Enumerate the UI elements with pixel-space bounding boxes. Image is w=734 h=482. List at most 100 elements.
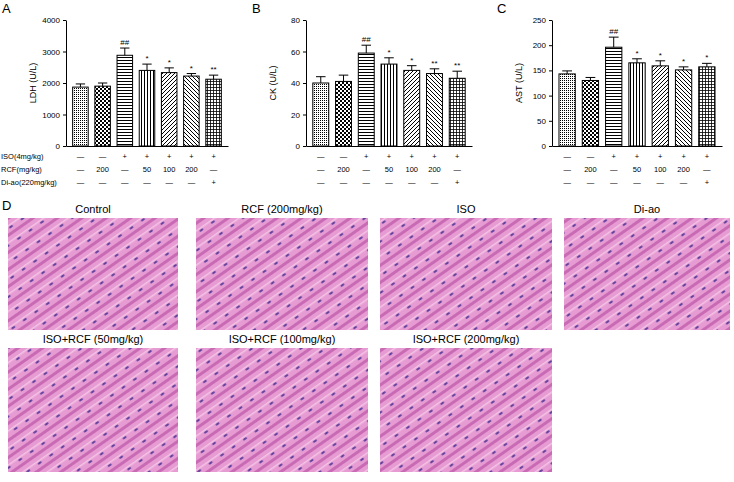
table-cell: + [455, 152, 460, 161]
table-cell: — [703, 165, 711, 174]
panel-label: D [2, 198, 11, 213]
error-cap [702, 63, 712, 64]
tick: 100 [533, 92, 552, 101]
error-cap [209, 75, 218, 76]
tick-mark [549, 96, 552, 97]
histology-panel: ControlRCF (200mg/kg)ISODi-aoISO+RCF (50… [8, 203, 730, 472]
tick-mark [303, 52, 306, 53]
error-stem [320, 77, 321, 83]
error-cap [655, 60, 665, 61]
error-cap [430, 68, 440, 69]
table-cell: 200 [584, 165, 597, 174]
table-cell: + [705, 152, 710, 161]
table-cell: — [143, 178, 151, 187]
bar [652, 66, 668, 146]
tick: 0 [56, 142, 66, 151]
error-stem [366, 45, 367, 53]
x-axis [553, 146, 723, 147]
y-axis-title: CK (U/L) [268, 65, 278, 100]
error-bar [562, 71, 572, 74]
significance: * [387, 48, 390, 57]
table-cell: — [431, 178, 439, 187]
y-axis: 0 1000 2000 3000 4000 [42, 16, 66, 151]
row-label: RCF(mg/kg) [1, 165, 42, 174]
bar [73, 87, 89, 146]
table-cell: — [633, 178, 641, 187]
table-cell: — [363, 178, 371, 187]
table-cell: 200 [185, 165, 198, 174]
error-stem [411, 66, 412, 71]
error-bar [407, 66, 417, 71]
significance: * [682, 57, 685, 66]
table-cell: 50 [143, 165, 151, 174]
histology-image [380, 218, 552, 330]
chart: ##****050100150200250AST (U/L)——+++++—20… [514, 16, 723, 187]
tick: 80 [291, 16, 306, 25]
error-stem [213, 75, 214, 79]
error-cap [316, 76, 326, 77]
tick: 3000 [42, 48, 66, 57]
plot-area [313, 45, 465, 146]
bar [699, 67, 715, 146]
axis-line [306, 21, 307, 147]
tick-mark [549, 20, 552, 21]
table-cell: — [340, 178, 348, 187]
error-bar [586, 77, 596, 80]
histology-image [8, 348, 178, 472]
histology-image [564, 218, 730, 330]
table-cell: — [587, 178, 595, 187]
error-cap [142, 64, 151, 65]
error-bar [76, 84, 85, 87]
plot-area [73, 48, 222, 146]
bar [427, 74, 443, 146]
bar [582, 80, 598, 146]
tick: 2000 [42, 79, 66, 88]
tick-label: 40 [291, 79, 300, 88]
table-cell: — [563, 165, 571, 174]
error-bar [679, 67, 689, 70]
panel-label: C [497, 1, 506, 16]
table-cell: — [317, 165, 325, 174]
table-cell: 50 [633, 165, 641, 174]
error-cap [586, 77, 596, 78]
bar [336, 81, 352, 146]
error-cap [679, 66, 689, 67]
significance: * [168, 58, 171, 67]
tick-mark [63, 83, 66, 84]
table-cell: 200 [96, 165, 109, 174]
error-cap [165, 67, 174, 68]
table-cell: + [635, 152, 640, 161]
tick: 1000 [42, 111, 66, 120]
table-cell: + [387, 152, 392, 161]
error-stem [389, 58, 390, 64]
histology-image [196, 348, 368, 472]
error-cap [339, 75, 349, 76]
table-cell: — [657, 178, 665, 187]
row-label: Di-ao(220mg/kg) [1, 178, 57, 187]
panel-label: A [2, 1, 11, 16]
error-bar [430, 69, 440, 74]
image-title: Di-ao [634, 203, 660, 215]
table-cell: + [658, 152, 663, 161]
tick-label: 0 [56, 142, 61, 151]
error-cap [384, 57, 394, 58]
image-title: ISO+RCF (200mg/kg) [413, 333, 520, 345]
table-cell: — [99, 178, 107, 187]
error-bar [632, 59, 642, 63]
table-cell: — [77, 152, 85, 161]
image-title: ISO+RCF (50mg/kg) [43, 333, 144, 345]
tick-label: 0 [542, 142, 547, 151]
image-title: RCF (200mg/kg) [241, 203, 322, 215]
error-stem [434, 69, 435, 74]
figure: ABCD##*****01000200030004000LDH (U/L)ISO… [0, 0, 734, 482]
table-cell: — [680, 178, 688, 187]
bar [606, 47, 622, 146]
chart: ##*****01000200030004000LDH (U/L)ISO(4mg… [1, 16, 229, 187]
table-cell: — [165, 178, 173, 187]
plot-area [559, 37, 715, 146]
tick: 4000 [42, 16, 66, 25]
table-cell: 100 [405, 165, 418, 174]
error-bar [316, 77, 326, 83]
tick-mark [549, 146, 552, 147]
table-cell: + [211, 178, 216, 187]
